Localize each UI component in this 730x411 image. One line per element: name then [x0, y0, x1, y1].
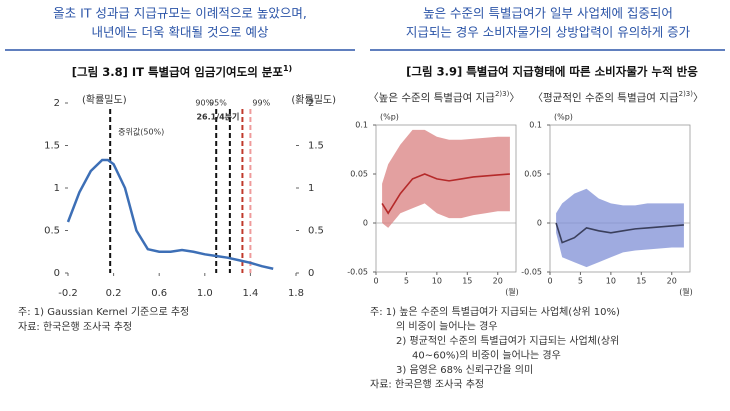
subtitle-note: 2)3) — [679, 90, 694, 98]
y-axis-label: (%p) — [380, 113, 399, 122]
y-tick-label: 1 — [54, 183, 60, 194]
reference-label: 99% — [252, 99, 270, 108]
y-tick-label: 0 — [363, 219, 368, 228]
note: 의 비중이 늘어나는 경우 — [396, 320, 498, 333]
y-tick-label: 0 — [54, 268, 60, 279]
note: 주: 1) 높은 수준의 특별급여가 지급되는 사업체(상위 10%) — [370, 305, 620, 318]
subtitle-note: 2)3) — [495, 90, 510, 98]
reference-label: 95% — [209, 99, 227, 108]
x-tick-label: 0.2 — [106, 288, 122, 299]
y-tick-label: 0 — [537, 219, 542, 228]
x-axis-label: (월) — [505, 287, 519, 297]
figure-title: [그림 3.9] 특별급여 지급형태에 따른 소비자물가 누적 반응 — [406, 65, 698, 79]
y-tick-label: -0.05 — [521, 268, 542, 277]
y-axis-label: (%p) — [554, 113, 573, 122]
y2-tick-label: 1.5 — [308, 141, 324, 152]
subtitle-text: 〈평균적인 수준의 특별급여 지급 — [533, 92, 679, 104]
confidence-band — [556, 188, 684, 268]
x-tick-label: 5 — [404, 277, 409, 286]
y-tick-label: -0.05 — [347, 268, 368, 277]
note: 주: 1) Gaussian Kernel 기준으로 추정 — [18, 306, 189, 318]
y-axis-label: (확률밀도) — [82, 94, 127, 106]
plot-frame — [375, 124, 517, 273]
x-tick-label: 1.0 — [197, 288, 213, 299]
note: 자료: 한국은행 조사국 추정 — [18, 321, 132, 333]
x-tick-label: 15 — [462, 277, 472, 286]
note: 3) 음영은 68% 신뢰구간을 의미 — [396, 364, 533, 376]
note: 2) 평균적인 수준의 특별급여가 지급되는 사업체(상위 — [396, 334, 619, 347]
confidence-band — [382, 129, 510, 228]
figure-title-note: 1) — [283, 64, 292, 73]
x-tick-label: 0 — [373, 277, 378, 286]
y-tick-label: 2 — [54, 98, 60, 109]
y-tick-label: 1.5 — [44, 141, 60, 152]
y-tick-label: 0.5 — [44, 226, 60, 237]
y-tick-label: 0.1 — [355, 121, 368, 130]
y2-tick-label: 2 — [308, 98, 314, 109]
right-heading: 높은 수준의 특별급여가 일부 사업체에 집중되어 — [423, 6, 673, 21]
reference-label: 90% — [195, 99, 213, 108]
reference-label: 중위값(50%) — [118, 127, 164, 137]
note: 자료: 한국은행 조사국 추정 — [370, 379, 484, 391]
y2-axis-label: (확률밀도) — [291, 94, 336, 106]
line — [381, 173, 510, 215]
subtitle: 〈평균적인 수준의 특별급여 지급2)3)〉 — [533, 90, 704, 104]
subtitle-end: 〉 — [509, 92, 520, 104]
line — [66, 158, 274, 270]
x-axis-label: (월) — [679, 287, 693, 297]
x-tick-label: 20 — [493, 277, 503, 286]
x-tick-label: 10 — [432, 277, 442, 286]
figure-title: [그림 3.8] IT 특별급여 임금기여도의 분포1) — [72, 64, 292, 79]
y-tick-label: 0.1 — [529, 121, 542, 130]
line — [555, 222, 684, 244]
subtitle-end: 〉 — [693, 92, 704, 104]
plot-frame — [549, 124, 691, 273]
y2-tick-label: 1 — [308, 183, 314, 194]
x-tick-label: 5 — [578, 277, 583, 286]
right-heading: 지급되는 경우 소비자물가의 상방압력이 유의하게 증가 — [406, 25, 691, 40]
left-heading: 내년에는 더욱 확대될 것으로 예상 — [92, 25, 269, 40]
subtitle-text: 〈높은 수준의 특별급여 지급 — [368, 92, 495, 104]
note: 40~60%)의 비중이 늘어나는 경우 — [412, 349, 561, 362]
y-tick-label: 0.05 — [350, 170, 368, 179]
x-tick-label: -0.2 — [58, 288, 78, 299]
y2-tick-label: 0.5 — [308, 226, 324, 237]
x-tick-label: 1.8 — [288, 288, 304, 299]
x-tick-label: 10 — [606, 277, 616, 286]
x-tick-label: 0 — [547, 277, 552, 286]
y-tick-label: 0.05 — [524, 170, 542, 179]
y2-tick-label: 0 — [308, 268, 314, 279]
figure-title-text: [그림 3.8] IT 특별급여 임금기여도의 분포 — [72, 65, 284, 79]
x-tick-label: 20 — [667, 277, 677, 286]
x-tick-label: 0.6 — [151, 288, 167, 299]
x-tick-label: 15 — [636, 277, 646, 286]
left-heading: 올초 IT 성과급 지급규모는 이례적으로 높았으며, — [53, 6, 307, 21]
x-tick-label: 1.4 — [242, 288, 258, 299]
reference-label: 26.1/4분기 — [196, 112, 239, 122]
subtitle: 〈높은 수준의 특별급여 지급2)3)〉 — [368, 90, 520, 104]
